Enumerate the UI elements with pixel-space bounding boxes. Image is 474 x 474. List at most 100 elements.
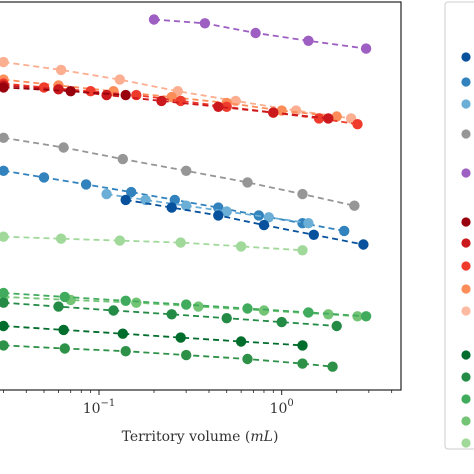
data-point — [339, 225, 350, 237]
legend-marker — [461, 372, 471, 382]
data-point — [114, 74, 126, 85]
data-point — [221, 313, 232, 324]
series-10 — [0, 231, 308, 256]
series-4 — [0, 80, 334, 124]
series-line — [125, 199, 364, 246]
data-point — [0, 82, 9, 93]
data-point — [53, 84, 64, 95]
data-point — [114, 235, 126, 246]
data-point — [117, 153, 128, 165]
data-point — [323, 113, 334, 124]
series-layer — [0, 14, 372, 372]
data-point — [120, 89, 131, 101]
data-point — [349, 200, 360, 211]
legend-marker — [461, 168, 471, 178]
data-point — [65, 86, 76, 97]
legend — [461, 52, 471, 448]
data-point — [101, 188, 112, 200]
data-point — [250, 27, 261, 39]
x-axis-label-unit: mL — [250, 429, 273, 445]
series-12 — [0, 287, 372, 322]
series-15 — [0, 340, 338, 372]
data-point — [258, 305, 270, 316]
data-point — [175, 332, 186, 343]
plot-area-frame — [0, 1, 402, 391]
data-point — [181, 200, 192, 211]
data-point — [297, 340, 308, 351]
data-point — [0, 340, 9, 351]
data-point — [181, 349, 192, 361]
data-point — [331, 320, 342, 332]
data-point — [0, 287, 9, 299]
data-point — [235, 336, 247, 347]
data-point — [148, 14, 160, 25]
data-point — [303, 307, 314, 318]
data-point — [358, 239, 369, 250]
legend-marker — [461, 261, 471, 271]
legend-marker — [461, 238, 471, 248]
legend-marker — [461, 99, 471, 109]
series-13 — [0, 297, 342, 332]
data-point — [242, 177, 253, 188]
data-point — [59, 343, 70, 354]
data-point — [0, 132, 9, 143]
data-point — [175, 237, 186, 248]
data-point — [126, 186, 137, 198]
data-point — [308, 229, 319, 240]
data-point — [120, 295, 131, 306]
legend-marker — [461, 77, 471, 87]
series-9 — [120, 194, 369, 250]
data-point — [221, 206, 232, 217]
data-point — [101, 89, 112, 101]
data-point — [360, 311, 372, 322]
data-point — [58, 324, 69, 336]
series-2 — [0, 74, 342, 122]
data-point — [213, 101, 224, 113]
data-point — [85, 86, 96, 97]
data-point — [242, 353, 253, 365]
data-point — [53, 301, 64, 312]
data-point — [297, 245, 308, 256]
data-point — [131, 297, 142, 308]
data-point — [55, 64, 67, 76]
data-point — [242, 303, 253, 314]
data-point — [352, 119, 363, 130]
data-point — [297, 188, 308, 200]
data-point — [0, 320, 9, 332]
series-line — [3, 344, 333, 368]
data-point — [213, 210, 224, 221]
data-point — [108, 305, 119, 316]
data-point — [117, 328, 128, 339]
data-point — [303, 218, 314, 229]
x-tick-label-base: 10 — [83, 401, 101, 417]
x-tick-label-exponent: −1 — [101, 398, 116, 409]
legend-marker — [461, 350, 471, 360]
data-point — [297, 358, 308, 369]
x-axis: 10−1 100 — [3, 390, 393, 417]
series-7 — [0, 165, 350, 237]
data-point — [268, 107, 279, 118]
series-8 — [101, 188, 314, 229]
data-point — [0, 165, 9, 176]
legend-marker — [461, 217, 471, 227]
series-0 — [148, 14, 372, 54]
x-axis-label-suffix: ) — [273, 429, 278, 445]
data-point — [303, 35, 314, 46]
series-line — [3, 325, 303, 347]
x-tick-label-base: 10 — [270, 401, 288, 417]
legend-marker — [461, 306, 471, 316]
data-point — [181, 299, 192, 310]
data-point — [276, 316, 287, 328]
legend-marker — [461, 284, 471, 294]
legend-box — [444, 1, 474, 450]
legend-marker — [461, 394, 471, 404]
series-line — [3, 235, 303, 252]
data-point — [140, 194, 151, 206]
data-point — [59, 291, 70, 303]
data-point — [166, 309, 177, 320]
series-5 — [0, 82, 131, 101]
data-point — [181, 165, 192, 176]
data-point — [327, 361, 338, 372]
data-point — [313, 113, 325, 124]
